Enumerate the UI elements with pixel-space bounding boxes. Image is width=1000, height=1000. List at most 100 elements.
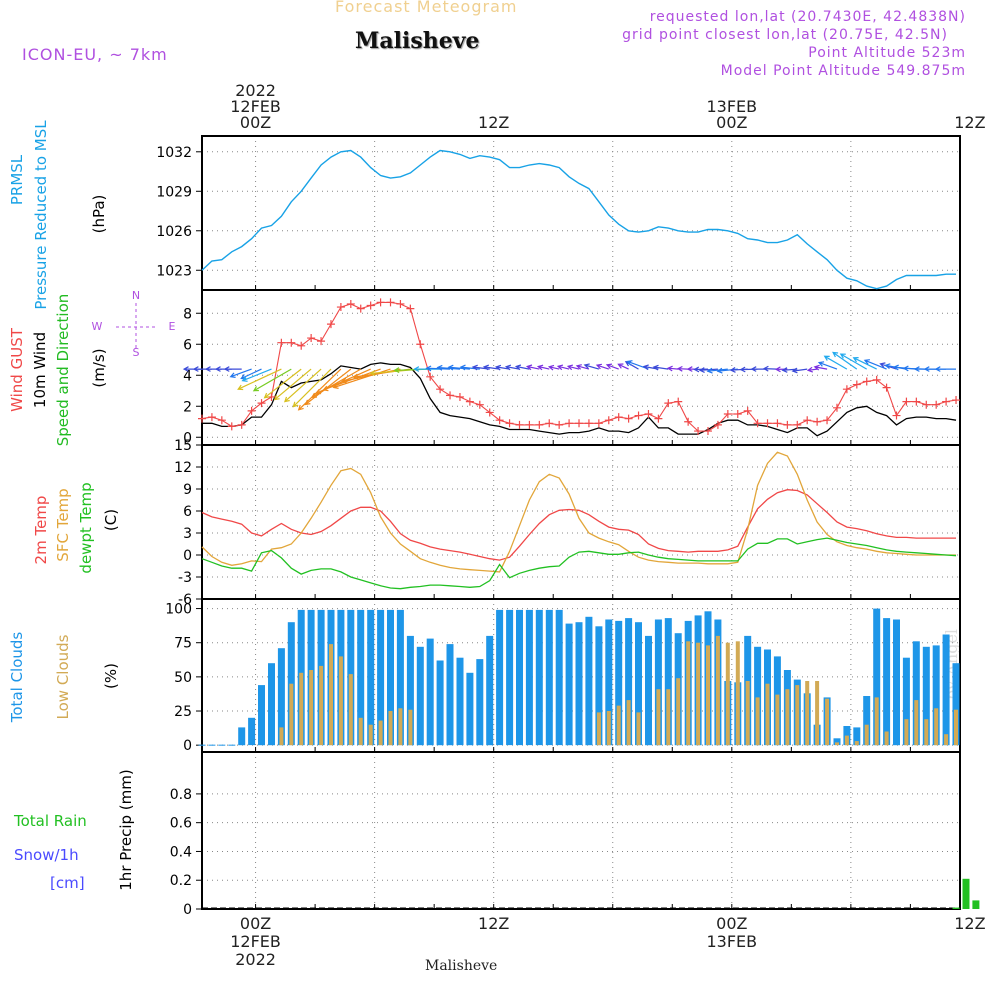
wind-gust-marker — [922, 400, 931, 409]
low-cloud-bar — [289, 683, 294, 746]
wind-gust-marker — [356, 304, 365, 313]
wind-direction-arrow — [263, 368, 302, 399]
low-cloud-bar — [378, 720, 383, 746]
wind-direction-arrow — [863, 359, 887, 370]
total-cloud-bar — [664, 618, 672, 746]
total-cloud-bar — [902, 657, 910, 746]
wind-direction-arrow — [447, 364, 470, 371]
y-tick-label: 0 — [183, 902, 192, 918]
low-cloud-bar — [735, 641, 740, 746]
total-cloud-bar — [387, 609, 394, 746]
total-cloud-bar — [277, 648, 285, 746]
low-cloud-bar — [934, 708, 939, 746]
rain-bar — [972, 900, 980, 909]
low-cloud-bar — [864, 724, 869, 746]
wind-gust-marker — [505, 419, 514, 428]
low-cloud-bar — [884, 731, 889, 746]
wind-gust-marker — [793, 420, 802, 429]
total-cloud-bar — [893, 619, 900, 746]
low-cloud-bar — [914, 700, 919, 746]
wind-gust-marker — [396, 299, 405, 308]
low-cloud-bar — [686, 641, 691, 746]
y-tick-label: -6 — [178, 592, 192, 608]
y-tick-label: 0.6 — [170, 816, 192, 832]
wind-direction-arrow — [583, 363, 600, 370]
wind-gust-marker — [495, 416, 504, 425]
y-tick-label: 8 — [183, 306, 192, 322]
low-cloud-bar — [696, 642, 701, 746]
total-cloud-bar — [506, 609, 514, 746]
wind-gust-marker — [515, 420, 524, 429]
clouds-unit: (%) — [102, 663, 120, 689]
wind-gust-marker — [257, 399, 266, 408]
low-cloud-bar — [279, 727, 284, 746]
precip-axis-title: 1hr Precip (mm) — [117, 769, 135, 890]
sfc-temp-line — [201, 451, 956, 573]
y-tick-label: 50 — [174, 670, 192, 686]
low-cloud-bar — [388, 711, 393, 746]
wind-direction-arrow — [839, 353, 868, 370]
wind-direction-arrow — [514, 364, 530, 371]
y-tick-label: 0 — [183, 738, 192, 754]
wind-direction-arrow — [676, 365, 689, 372]
low-clouds-axis-title: Low Clouds — [54, 634, 72, 719]
wind-direction-arrow — [605, 363, 619, 370]
grid-point-coords: grid point closest lon,lat (20.75E, 42.5… — [622, 27, 948, 43]
t2m-line — [201, 489, 956, 561]
wind-gust-marker — [555, 420, 564, 429]
wind-gust-marker — [565, 419, 574, 428]
wind-gust-marker — [297, 341, 306, 350]
total-cloud-bar — [545, 609, 553, 746]
wind-direction-arrow — [229, 368, 252, 378]
wind-gust-marker — [326, 320, 335, 329]
total-cloud-bar — [496, 609, 504, 746]
wind-gust-marker — [694, 427, 703, 436]
wind-gust-marker — [713, 420, 722, 429]
total-cloud-bar — [754, 646, 762, 746]
wind-gust-marker — [783, 420, 792, 429]
time-label-bottom: 00Z — [240, 914, 271, 933]
low-cloud-bar — [636, 712, 641, 746]
wind-direction-arrow — [525, 364, 540, 371]
model-altitude: Model Point Altitude 549.875m — [720, 63, 966, 79]
super-title: Forecast Meteogram — [335, 0, 518, 16]
wind-direction-arrow — [617, 363, 629, 370]
compass-west-label: W — [92, 320, 103, 333]
point-altitude: Point Altitude 523m — [808, 45, 966, 61]
y-tick-label: 6 — [183, 504, 192, 520]
total-cloud-bar — [406, 635, 414, 746]
y-tick-label: 2 — [183, 399, 192, 415]
wind-direction-axis-title: Speed and Direction — [54, 294, 72, 447]
pressure-line — [201, 149, 956, 290]
y-tick-label: 1026 — [156, 224, 192, 240]
y-tick-label: 9 — [183, 482, 192, 498]
snow-label: Snow/1h — [14, 846, 79, 864]
wind-gust-marker — [723, 410, 732, 418]
low-cloud-bar — [348, 674, 353, 746]
y-tick-label: 6 — [183, 337, 192, 353]
wind-gust-marker — [664, 399, 673, 408]
y-tick-label: 0 — [183, 548, 192, 564]
wind-direction-arrow — [934, 366, 956, 372]
low-cloud-bar — [904, 719, 909, 746]
wind-gust-marker — [366, 301, 375, 310]
time-label-bottom: 12FEB — [230, 932, 281, 951]
wind-gust-marker — [763, 419, 772, 428]
wind-gust-marker — [277, 338, 286, 347]
low-cloud-bar — [924, 719, 929, 746]
low-cloud-bar — [309, 670, 314, 746]
wind-gust-marker — [852, 380, 861, 389]
rain-bar — [952, 907, 960, 909]
total-cloud-bar — [476, 659, 484, 746]
y-tick-label: 0 — [183, 430, 192, 446]
low-cloud-bar — [329, 644, 333, 746]
temperature-unit: (C) — [102, 509, 120, 531]
wind-direction-arrow — [304, 368, 352, 406]
low-cloud-bar — [725, 642, 730, 746]
wind-gust-marker — [872, 375, 881, 384]
total-cloud-bar — [654, 619, 662, 746]
total-cloud-bar — [248, 717, 256, 746]
wind-gust-marker — [832, 403, 841, 412]
wind-gust-marker — [247, 406, 256, 415]
total-cloud-bar — [932, 645, 940, 746]
